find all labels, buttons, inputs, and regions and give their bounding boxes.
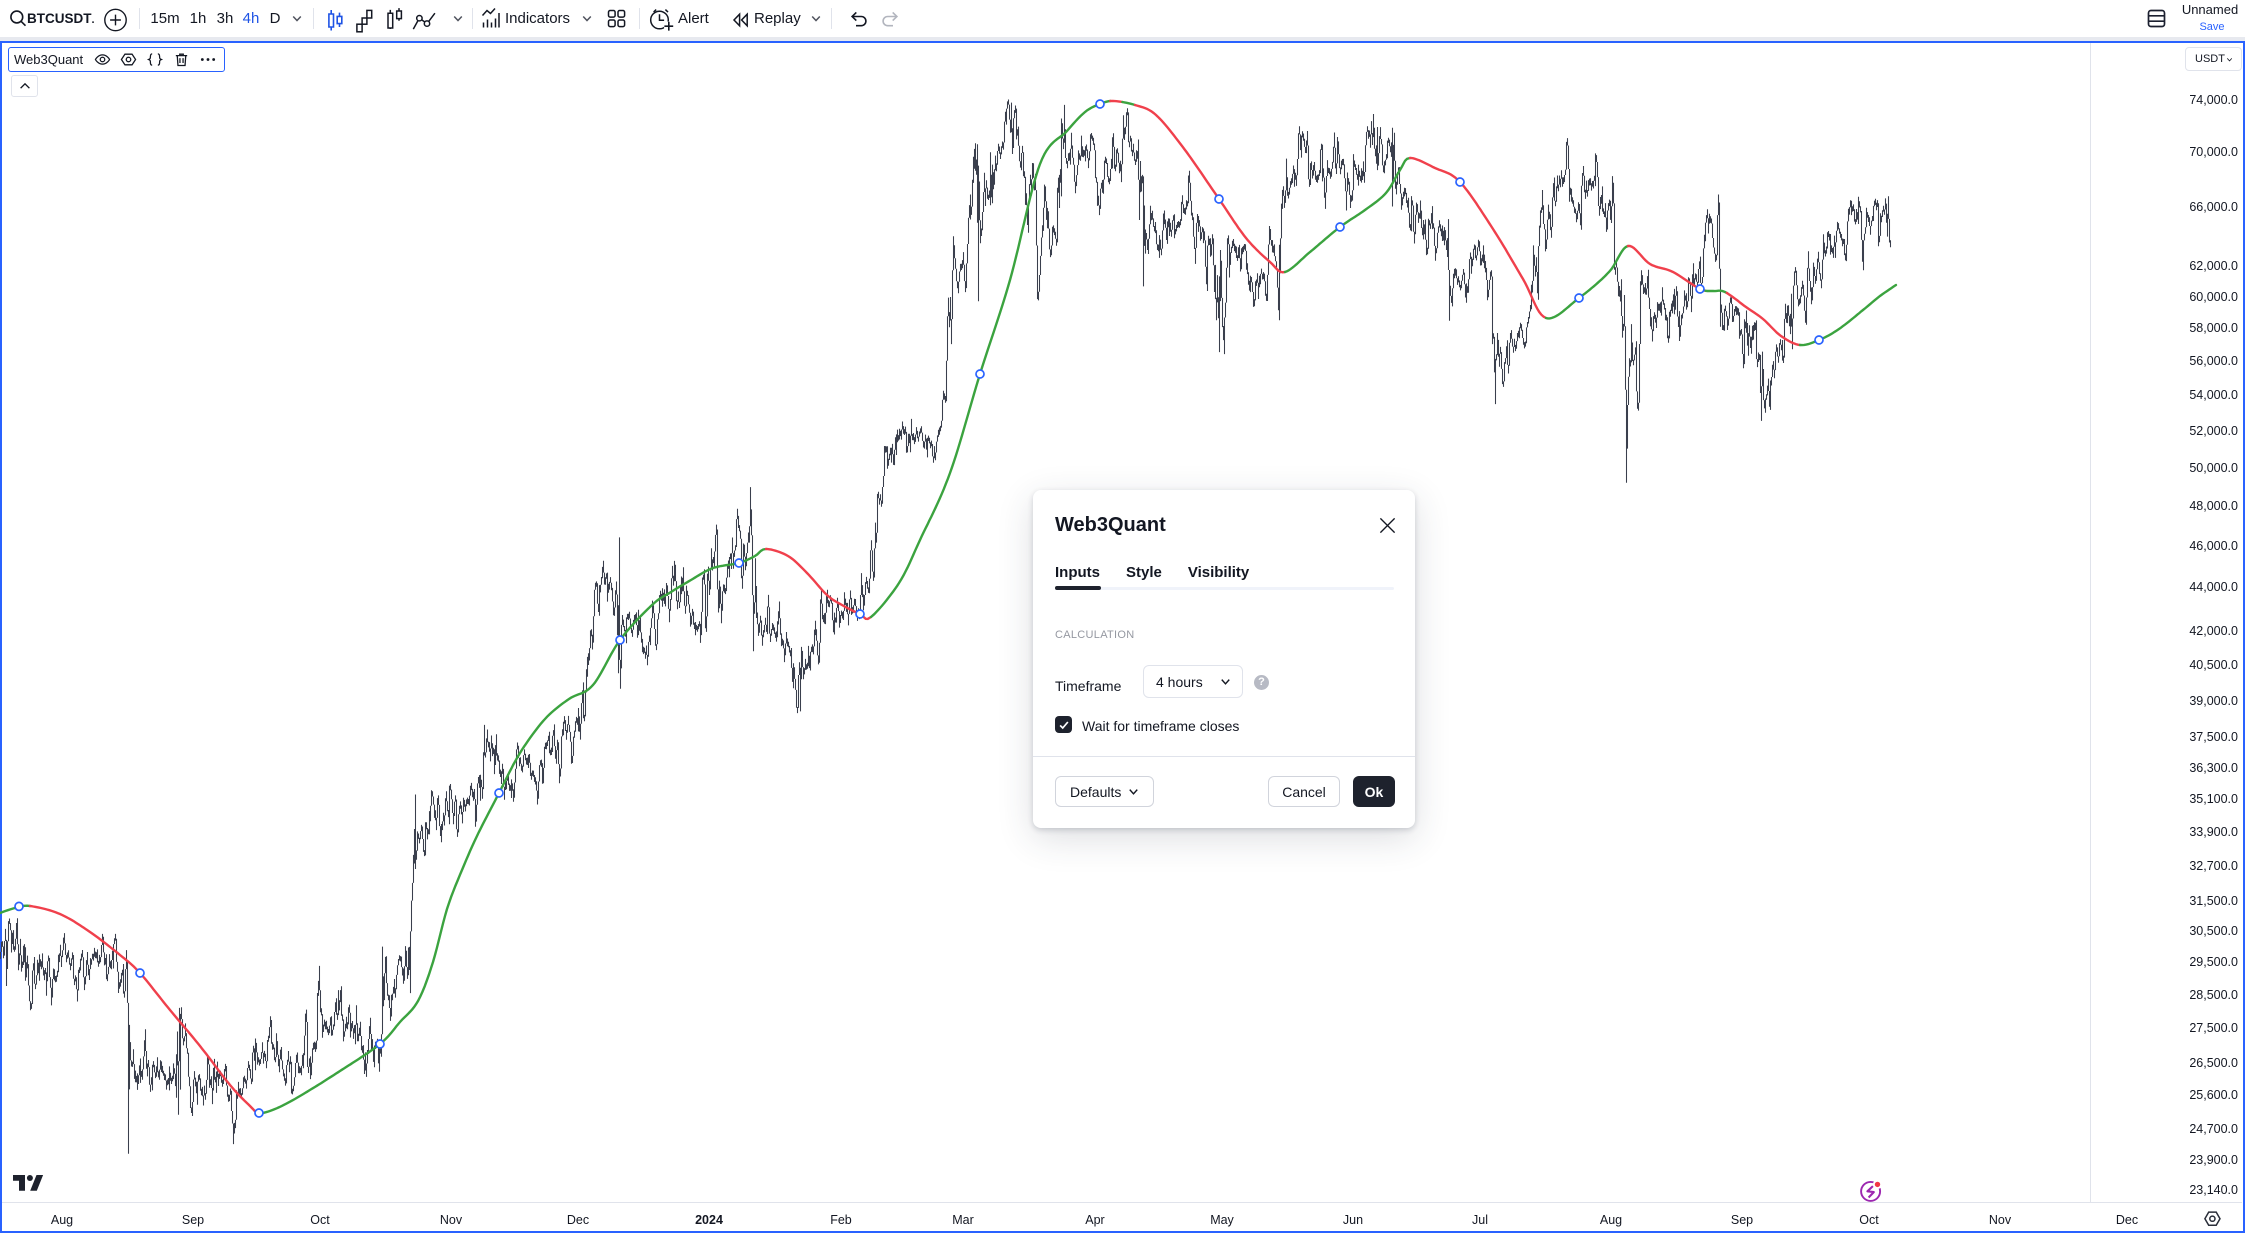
svg-text:25,600.0: 25,600.0	[2189, 1088, 2238, 1102]
svg-text:70,000.0: 70,000.0	[2189, 145, 2238, 159]
svg-text:Feb: Feb	[830, 1213, 852, 1227]
svg-text:Dec: Dec	[2116, 1213, 2138, 1227]
svg-text:Aug: Aug	[51, 1213, 73, 1227]
svg-text:54,000.0: 54,000.0	[2189, 388, 2238, 402]
svg-text:29,500.0: 29,500.0	[2189, 955, 2238, 969]
svg-text:Dec: Dec	[567, 1213, 589, 1227]
svg-text:44,000.0: 44,000.0	[2189, 580, 2238, 594]
svg-text:Oct: Oct	[1859, 1213, 1879, 1227]
svg-text:36,300.0: 36,300.0	[2189, 761, 2238, 775]
svg-text:Nov: Nov	[440, 1213, 463, 1227]
svg-text:23,140.0: 23,140.0	[2189, 1183, 2238, 1197]
svg-text:May: May	[1210, 1213, 1234, 1227]
svg-text:24,700.0: 24,700.0	[2189, 1122, 2238, 1136]
svg-text:Apr: Apr	[1085, 1213, 1104, 1227]
svg-text:Jul: Jul	[1472, 1213, 1488, 1227]
svg-text:Aug: Aug	[1600, 1213, 1622, 1227]
svg-text:37,500.0: 37,500.0	[2189, 730, 2238, 744]
svg-text:62,000.0: 62,000.0	[2189, 259, 2238, 273]
svg-text:48,000.0: 48,000.0	[2189, 499, 2238, 513]
svg-text:42,000.0: 42,000.0	[2189, 624, 2238, 638]
svg-text:46,000.0: 46,000.0	[2189, 539, 2238, 553]
svg-text:52,000.0: 52,000.0	[2189, 424, 2238, 438]
svg-text:31,500.0: 31,500.0	[2189, 894, 2238, 908]
svg-text:Sep: Sep	[182, 1213, 204, 1227]
svg-text:27,500.0: 27,500.0	[2189, 1021, 2238, 1035]
svg-text:74,000.0: 74,000.0	[2189, 93, 2238, 107]
svg-text:2024: 2024	[695, 1213, 723, 1227]
svg-text:56,000.0: 56,000.0	[2189, 354, 2238, 368]
svg-text:50,000.0: 50,000.0	[2189, 461, 2238, 475]
svg-text:Mar: Mar	[952, 1213, 974, 1227]
svg-text:23,900.0: 23,900.0	[2189, 1153, 2238, 1167]
svg-text:40,500.0: 40,500.0	[2189, 658, 2238, 672]
svg-text:Jun: Jun	[1343, 1213, 1363, 1227]
svg-text:33,900.0: 33,900.0	[2189, 825, 2238, 839]
svg-text:35,100.0: 35,100.0	[2189, 792, 2238, 806]
svg-text:32,700.0: 32,700.0	[2189, 859, 2238, 873]
svg-text:60,000.0: 60,000.0	[2189, 290, 2238, 304]
svg-text:28,500.0: 28,500.0	[2189, 988, 2238, 1002]
svg-text:66,000.0: 66,000.0	[2189, 200, 2238, 214]
svg-text:30,500.0: 30,500.0	[2189, 924, 2238, 938]
svg-text:Nov: Nov	[1989, 1213, 2012, 1227]
svg-text:26,500.0: 26,500.0	[2189, 1056, 2238, 1070]
svg-text:39,000.0: 39,000.0	[2189, 694, 2238, 708]
svg-text:Sep: Sep	[1731, 1213, 1753, 1227]
svg-text:58,000.0: 58,000.0	[2189, 321, 2238, 335]
svg-text:Oct: Oct	[310, 1213, 330, 1227]
